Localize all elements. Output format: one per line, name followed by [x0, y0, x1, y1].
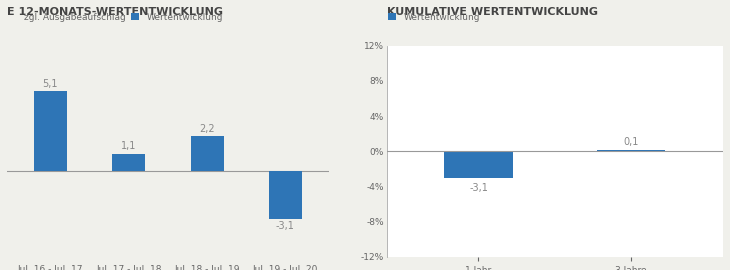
- Legend: zgl. Ausgabeaufschlag, Wertentwicklung: zgl. Ausgabeaufschlag, Wertentwicklung: [9, 12, 223, 22]
- Bar: [597, 150, 666, 151]
- Bar: [34, 91, 67, 171]
- Legend: Wertentwicklung: Wertentwicklung: [388, 12, 480, 22]
- Text: KUMULATIVE WERTENTWICKLUNG: KUMULATIVE WERTENTWICKLUNG: [387, 7, 598, 17]
- Text: 5,1: 5,1: [42, 79, 58, 89]
- Text: E 12-MONATS-WERTENTWICKLUNG: E 12-MONATS-WERTENTWICKLUNG: [7, 7, 223, 17]
- Text: -3,1: -3,1: [469, 183, 488, 193]
- Bar: [112, 154, 145, 171]
- Bar: [191, 136, 223, 171]
- Text: 0,1: 0,1: [623, 137, 639, 147]
- Text: -3,1: -3,1: [276, 221, 295, 231]
- Text: 1,1: 1,1: [121, 141, 137, 151]
- Bar: [444, 151, 512, 178]
- Bar: [269, 171, 302, 219]
- Text: 2,2: 2,2: [199, 124, 215, 134]
